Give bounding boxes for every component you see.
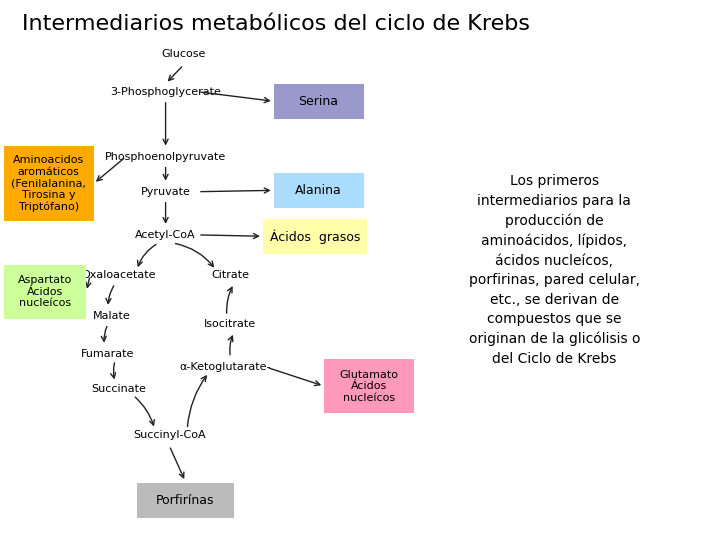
Text: α-Ketoglutarate: α-Ketoglutarate — [179, 362, 267, 372]
FancyBboxPatch shape — [274, 173, 364, 208]
Text: Glutamato
Ácidos
nucleícos: Glutamato Ácidos nucleícos — [340, 369, 398, 403]
FancyBboxPatch shape — [263, 219, 367, 254]
Text: Isocitrate: Isocitrate — [204, 319, 256, 329]
Text: Alanina: Alanina — [295, 184, 342, 197]
Text: Los primeros
intermediarios para la
producción de
aminoácidos, lípidos,
ácidos n: Los primeros intermediarios para la prod… — [469, 174, 640, 366]
Text: Intermediarios metabólicos del ciclo de Krebs: Intermediarios metabólicos del ciclo de … — [22, 14, 530, 33]
Text: Citrate: Citrate — [212, 271, 249, 280]
FancyBboxPatch shape — [4, 265, 86, 319]
Text: Fumarate: Fumarate — [81, 349, 135, 359]
Text: Oxaloacetate: Oxaloacetate — [81, 271, 156, 280]
FancyBboxPatch shape — [274, 84, 364, 119]
Text: Phosphoenolpyruvate: Phosphoenolpyruvate — [105, 152, 226, 161]
Text: -: - — [263, 362, 270, 372]
Text: Glucose: Glucose — [161, 49, 206, 59]
Text: Serina: Serina — [299, 94, 338, 108]
Text: Pyruvate: Pyruvate — [140, 187, 191, 197]
Text: 3-Phosphoglycerate: 3-Phosphoglycerate — [110, 87, 221, 97]
Text: Succinyl-CoA: Succinyl-CoA — [133, 430, 205, 440]
FancyBboxPatch shape — [324, 359, 414, 413]
Text: -: - — [72, 271, 79, 280]
Text: Acetyl-CoA: Acetyl-CoA — [135, 230, 196, 240]
Text: Aminoacidos
aromáticos
(Fenilalanina,
Tirosina y
Triptófano): Aminoacidos aromáticos (Fenilalanina, Ti… — [11, 155, 86, 212]
Text: Porfirínas: Porfirínas — [156, 494, 215, 508]
Text: Malate: Malate — [93, 311, 130, 321]
FancyBboxPatch shape — [4, 146, 94, 221]
Text: Succinate: Succinate — [91, 384, 146, 394]
Text: Aspartato
Ácidos
nucleícos: Aspartato Ácidos nucleícos — [18, 275, 72, 308]
Text: Ácidos  grasos: Ácidos grasos — [270, 229, 360, 244]
FancyBboxPatch shape — [137, 483, 234, 518]
